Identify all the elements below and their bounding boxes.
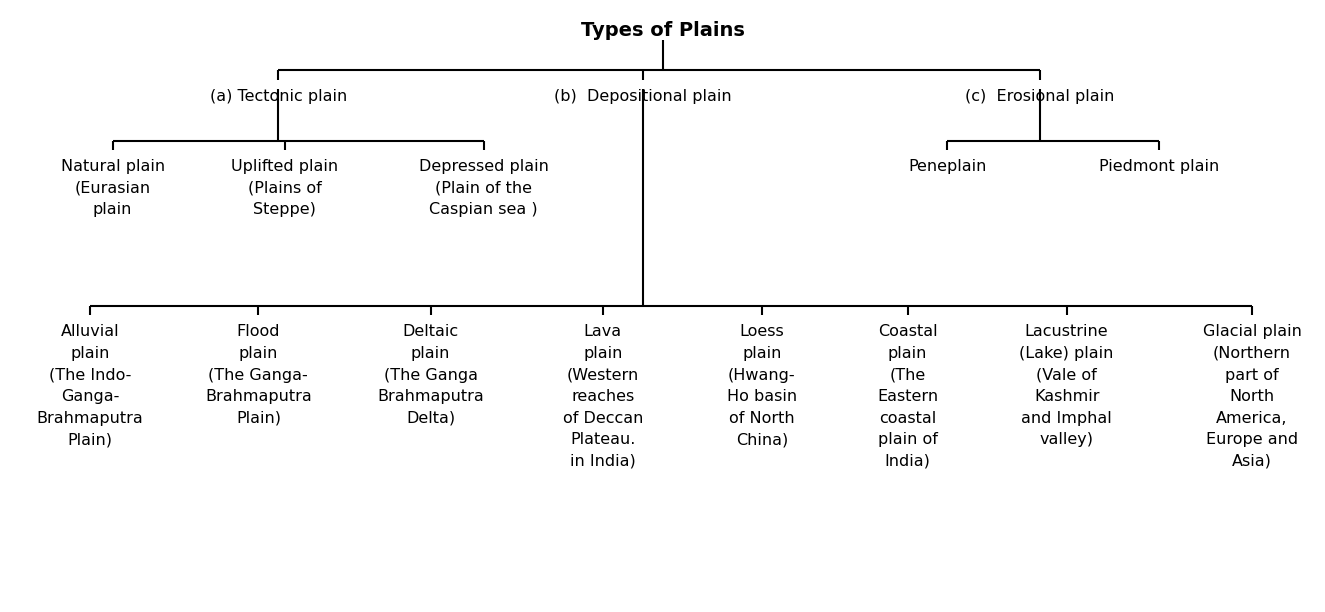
Text: Piedmont plain: Piedmont plain xyxy=(1100,159,1219,174)
Text: Alluvial
plain
(The Indo-
Ganga-
Brahmaputra
Plain): Alluvial plain (The Indo- Ganga- Brahmap… xyxy=(37,324,143,447)
Text: Peneplain: Peneplain xyxy=(908,159,987,174)
Text: Flood
plain
(The Ganga-
Brahmaputra
Plain): Flood plain (The Ganga- Brahmaputra Plai… xyxy=(205,324,311,426)
Text: Lacustrine
(Lake) plain
(Vale of
Kashmir
and Imphal
valley): Lacustrine (Lake) plain (Vale of Kashmir… xyxy=(1019,324,1114,447)
Text: Coastal
plain
(The
Eastern
coastal
plain of
India): Coastal plain (The Eastern coastal plain… xyxy=(877,324,938,469)
Text: Depressed plain
(Plain of the
Caspian sea ): Depressed plain (Plain of the Caspian se… xyxy=(419,159,549,217)
Text: Uplifted plain
(Plains of
Steppe): Uplifted plain (Plains of Steppe) xyxy=(232,159,338,217)
Text: Deltaic
plain
(The Ganga
Brahmaputra
Delta): Deltaic plain (The Ganga Brahmaputra Del… xyxy=(378,324,484,426)
Text: Glacial plain
(Northern
part of
North
America,
Europe and
Asia): Glacial plain (Northern part of North Am… xyxy=(1203,324,1301,469)
Text: Loess
plain
(Hwang-
Ho basin
of North
China): Loess plain (Hwang- Ho basin of North Ch… xyxy=(727,324,796,447)
Text: (b)  Depositional plain: (b) Depositional plain xyxy=(554,89,731,104)
Text: (a) Tectonic plain: (a) Tectonic plain xyxy=(209,89,347,104)
Text: Lava
plain
(Western
reaches
of Deccan
Plateau.
in India): Lava plain (Western reaches of Deccan Pl… xyxy=(563,324,643,469)
Text: (c)  Erosional plain: (c) Erosional plain xyxy=(966,89,1114,104)
Text: Types of Plains: Types of Plains xyxy=(580,21,745,40)
Text: Natural plain
(Eurasian
plain: Natural plain (Eurasian plain xyxy=(61,159,164,217)
